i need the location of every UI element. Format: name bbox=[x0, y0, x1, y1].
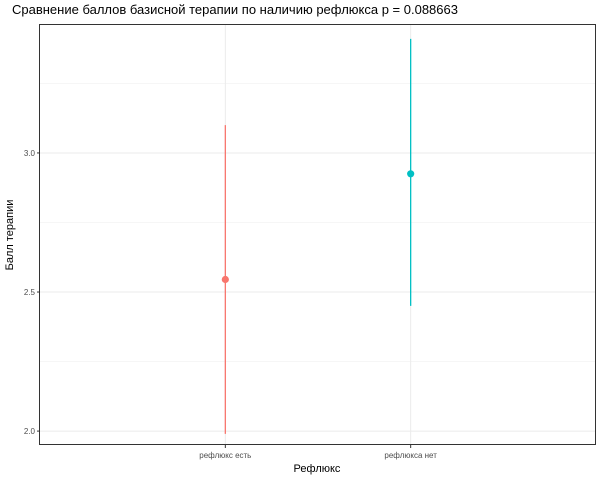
y-axis-ticks: 2.0 2.5 3.0 bbox=[24, 149, 40, 436]
y-tick-label: 2.0 bbox=[24, 427, 36, 436]
x-tick-label: рефлюкс есть bbox=[199, 451, 251, 460]
y-axis-title: Балл терапии bbox=[4, 200, 16, 271]
y-tick-label: 2.5 bbox=[24, 288, 36, 297]
chart-title: Сравнение баллов базисной терапии по нал… bbox=[12, 2, 458, 17]
grid-layer bbox=[40, 25, 596, 445]
x-tick-label: рефлюкса нет bbox=[384, 451, 437, 460]
mean-point bbox=[407, 170, 415, 178]
mean-point bbox=[221, 275, 229, 284]
panel-border bbox=[39, 24, 596, 445]
x-axis-title: Рефлюкс bbox=[294, 463, 341, 475]
x-axis-ticks: рефлюкс есть рефлюкса нет bbox=[199, 445, 437, 460]
y-tick-label: 3.0 bbox=[24, 149, 36, 158]
marks-layer bbox=[221, 38, 415, 434]
